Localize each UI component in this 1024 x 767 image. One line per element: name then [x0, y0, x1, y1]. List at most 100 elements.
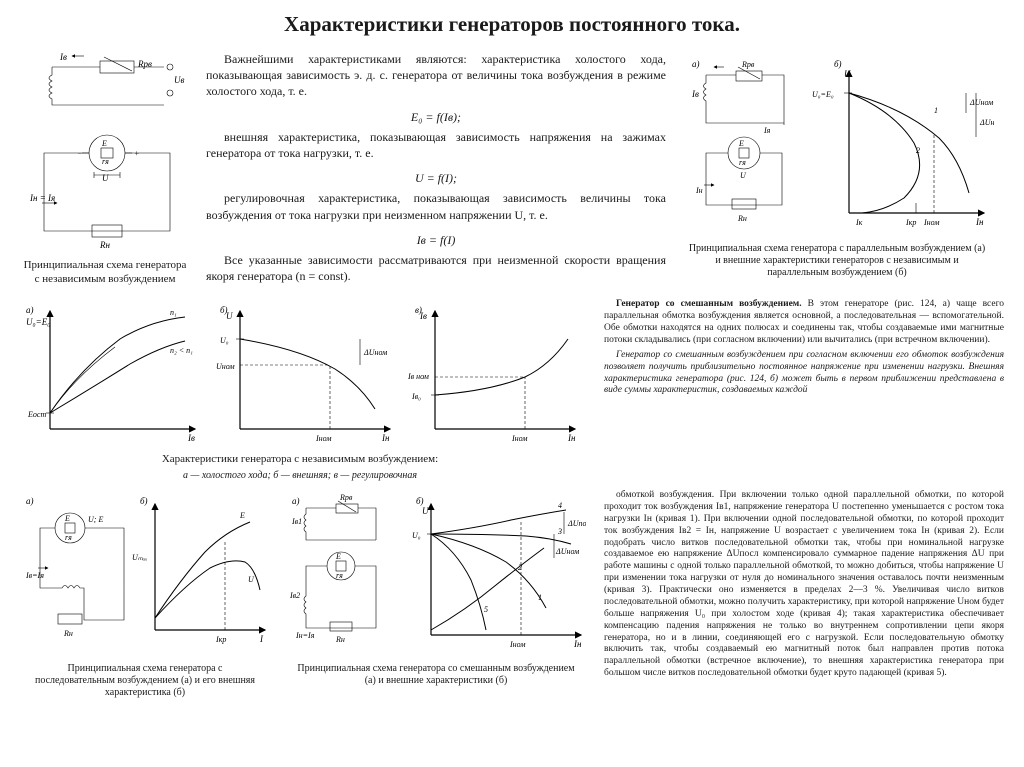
top-row: Rрв Iв Uв E rя − + Rн U [20, 51, 1004, 289]
svg-text:Iн=Iя: Iн=Iя [295, 631, 315, 640]
svg-text:2: 2 [518, 563, 522, 572]
svg-text:Iв: Iв [187, 433, 195, 443]
top-left-col: Rрв Iв Uв E rя − + Rн U [20, 51, 190, 289]
svg-text:n₁: n₁ [170, 308, 177, 317]
top-right-col: а) Rрв Iв Erя Rн U Iн Iя б) U [682, 51, 992, 289]
svg-text:Iн: Iн [695, 186, 703, 195]
svg-text:U; E: U; E [88, 515, 103, 524]
svg-text:+: + [134, 149, 139, 158]
svg-text:Iв: Iв [419, 311, 427, 321]
svg-text:U₀=E₀: U₀=E₀ [26, 317, 50, 327]
svg-text:U: U [102, 173, 109, 183]
svg-text:Iном: Iном [509, 640, 525, 649]
svg-text:1: 1 [538, 593, 542, 602]
svg-text:Iн: Iн [573, 639, 582, 649]
svg-text:Iв: Iв [59, 53, 67, 62]
svg-text:U: U [740, 171, 747, 180]
svg-text:ΔUном: ΔUном [555, 547, 579, 556]
svg-text:U: U [226, 311, 233, 321]
svg-text:Iн: Iн [381, 433, 390, 443]
svg-text:Iкр: Iкр [905, 218, 916, 227]
svg-text:Iк: Iк [855, 218, 863, 227]
svg-text:E: E [738, 139, 744, 148]
svg-text:Rн: Rн [335, 635, 345, 644]
svg-text:Iн = Iя: Iн = Iя [29, 193, 55, 203]
mixed-gen-text-upper: Генератор со смешанным возбуждением. В э… [604, 299, 1004, 400]
svg-text:Rрв: Rрв [339, 493, 353, 502]
svg-text:5: 5 [484, 605, 488, 614]
svg-text:Iн: Iн [975, 217, 984, 227]
mid-row: а) U₀=E₀ Iв Eост n₁ n₂ < n₁ б) U Iн U₀ U… [20, 299, 1004, 482]
side-p3: обмоткой возбуждения. При включении толь… [604, 490, 1004, 680]
svg-text:а): а) [26, 496, 34, 506]
svg-text:Iном: Iном [511, 434, 527, 443]
svg-text:E: E [64, 514, 70, 523]
svg-text:U: U [844, 69, 851, 79]
svg-text:а): а) [692, 59, 700, 69]
svg-text:ΔUпосл: ΔUпосл [567, 519, 586, 528]
svg-text:n₂ < n₁: n₂ < n₁ [170, 346, 193, 355]
svg-text:Iн: Iн [567, 433, 576, 443]
para-1: Важнейшими характеристиками являются: ха… [206, 51, 666, 100]
svg-text:−: − [77, 149, 82, 158]
svg-text:Iном: Iном [923, 218, 939, 227]
svg-text:Iв ном: Iв ном [407, 372, 429, 381]
mid-caption-sub: а — холостого хода; б — внешняя; в — рег… [20, 470, 580, 482]
svg-text:U₀: U₀ [412, 531, 421, 540]
svg-text:Rн: Rн [99, 240, 110, 250]
svg-text:Rрв: Rрв [741, 60, 755, 69]
svg-text:E: E [239, 511, 245, 520]
svg-text:б): б) [416, 496, 424, 506]
svg-text:rя: rя [336, 571, 343, 580]
svg-text:Iном: Iном [315, 434, 331, 443]
mixed-gen-text-lower: обмоткой возбуждения. При включении толь… [604, 490, 1004, 699]
mixed-caption: Принципиальная схема генератора со смеша… [286, 663, 586, 687]
parallel-excitation-diagram: а) Rрв Iв Erя Rн U Iн Iя б) U [682, 51, 992, 240]
svg-text:rя: rя [102, 157, 109, 166]
top-center-text: Важнейшими характеристиками являются: ха… [206, 51, 666, 289]
svg-text:б): б) [140, 496, 148, 506]
svg-text:Iкр: Iкр [215, 635, 226, 644]
svg-text:а): а) [292, 496, 300, 506]
eq-2: U = f(I); [206, 170, 666, 186]
svg-text:U: U [248, 575, 255, 584]
svg-text:U: U [422, 506, 429, 516]
svg-text:Iв=Iя: Iв=Iя [25, 571, 44, 580]
svg-text:ΔUном: ΔUном [363, 348, 387, 357]
svg-text:Uₘₐₓ: Uₘₐₓ [132, 553, 147, 562]
svg-text:Iв: Iв [691, 89, 699, 99]
independent-schematic-caption: Принципиальная схема генератора с незави… [20, 259, 190, 287]
svg-text:Uв: Uв [174, 75, 184, 85]
eq-3: Iв = f(I) [206, 232, 666, 248]
series-caption: Принципиальная схема генератора с послед… [20, 663, 270, 699]
independent-excitation-schematic: Rрв Iв Uв E rя − + Rн U [20, 51, 190, 255]
svg-text:rя: rя [739, 158, 746, 167]
svg-text:Uном: Uном [216, 362, 235, 371]
svg-text:Iя: Iя [763, 126, 771, 135]
svg-text:4: 4 [558, 501, 562, 510]
page-title: Характеристики генераторов постоянного т… [20, 12, 1004, 37]
svg-text:Iв2: Iв2 [289, 591, 300, 600]
svg-text:б): б) [834, 59, 842, 69]
svg-text:Rн: Rн [63, 629, 73, 638]
svg-text:1: 1 [934, 106, 938, 115]
svg-text:U₀: U₀ [220, 336, 229, 345]
parallel-diagram-caption: Принципиальная схема генератора с паралл… [682, 243, 992, 279]
svg-text:Iв1: Iв1 [291, 517, 302, 526]
mixed-excitation-block: а) Rрв Iв1 Erя Iв2 Rн Iн=Iя б) U Iн U₀ 4 [286, 490, 586, 699]
svg-text:U₀=E₀: U₀=E₀ [812, 90, 834, 99]
svg-text:Iв₀: Iв₀ [411, 392, 421, 401]
svg-text:E: E [335, 552, 341, 561]
svg-text:Rрв: Rрв [137, 59, 152, 69]
eq-1: E₀ = f(Iв); [206, 109, 666, 125]
svg-text:I: I [259, 634, 264, 644]
svg-text:а): а) [26, 305, 34, 315]
bottom-row: а) Erя U; E Rн Iв=Iя б) I E U Uₘₐₓ Iкр П… [20, 490, 1004, 699]
para-4: Все указанные зависимости рассматриваютс… [206, 252, 666, 284]
svg-text:E: E [101, 139, 107, 148]
series-excitation-block: а) Erя U; E Rн Iв=Iя б) I E U Uₘₐₓ Iкр П… [20, 490, 270, 699]
svg-text:rя: rя [65, 533, 72, 542]
para-2: внешняя характеристика, показывающая зав… [206, 129, 666, 161]
para-3: регулировочная характеристика, показываю… [206, 190, 666, 222]
mid-graphs: а) U₀=E₀ Iв Eост n₁ n₂ < n₁ б) U Iн U₀ U… [20, 299, 580, 482]
